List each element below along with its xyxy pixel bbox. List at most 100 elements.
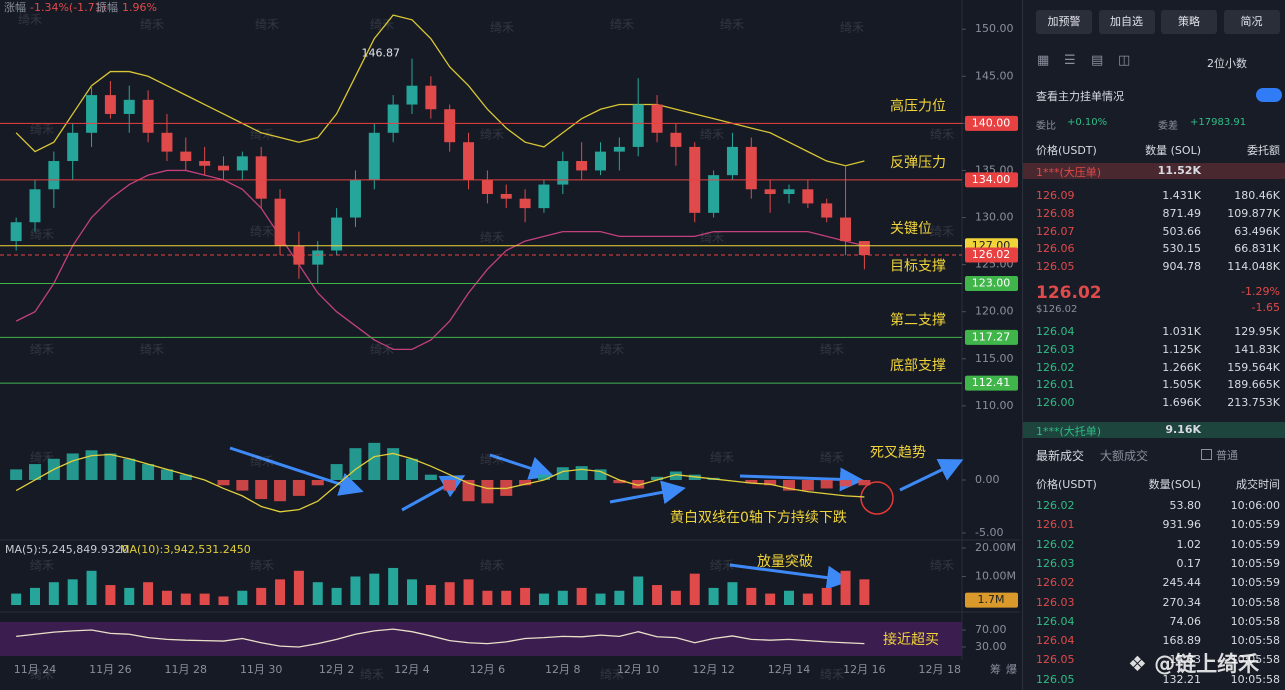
watermark: 绮禾 xyxy=(30,228,54,242)
volume-bar xyxy=(840,570,851,605)
volume-bar xyxy=(821,587,832,605)
arrows xyxy=(229,446,964,590)
watermark: 绮禾 xyxy=(30,559,54,573)
candle-body xyxy=(783,189,795,194)
volume-bar xyxy=(124,587,135,605)
x-tick-label: 12月 18 xyxy=(919,663,962,676)
button[interactable]: 简况 xyxy=(1223,10,1280,34)
trade-time: 10:05:58 xyxy=(1230,653,1280,667)
trade-time: 10:05:59 xyxy=(1230,537,1280,551)
volume-bar xyxy=(859,579,870,605)
macd-bar xyxy=(613,479,626,484)
level-box xyxy=(965,329,1018,345)
level-name: 关键位 xyxy=(890,221,932,237)
trade-qty: 1.02 xyxy=(1176,537,1202,551)
x-tick-label: 12月 4 xyxy=(394,663,430,676)
y-tick-label: 70.00 xyxy=(975,623,1007,636)
volume-bar xyxy=(256,587,267,605)
volume-bar xyxy=(520,587,531,605)
y-tick-label: 110.00 xyxy=(975,399,1014,412)
button[interactable]: 加自选 xyxy=(1098,10,1155,34)
cell: 126.00 xyxy=(1036,396,1075,410)
x-tick-label: 11月 30 xyxy=(240,663,283,676)
candle-body xyxy=(481,179,493,194)
volume-bar xyxy=(161,590,172,605)
volume-bar xyxy=(614,590,625,605)
macd-bar xyxy=(651,476,664,480)
macd-bar xyxy=(424,474,437,480)
candle-body xyxy=(500,193,512,199)
upper-band xyxy=(15,14,865,167)
volume-bar xyxy=(293,570,304,605)
candle-body xyxy=(104,95,116,114)
macd-bar xyxy=(481,479,494,504)
level-name: 底部支撑 xyxy=(890,358,946,374)
watermark: 绮禾 xyxy=(720,18,744,32)
y-tick-label: 115.00 xyxy=(975,352,1014,365)
trade-price: 126.02 xyxy=(1036,499,1075,512)
y-tick-label: 130.00 xyxy=(975,211,1014,224)
volume-bar xyxy=(350,576,361,605)
cell: 126.06 xyxy=(1036,242,1075,256)
big-ask-row xyxy=(1023,163,1285,179)
tab[interactable]: 最新成交 xyxy=(1036,449,1085,463)
cell: 180.46K xyxy=(1234,189,1280,202)
candle-body xyxy=(274,198,286,246)
candle-body xyxy=(67,132,79,162)
button[interactable]: 加预警 xyxy=(1036,10,1092,34)
macd-bar xyxy=(236,479,249,491)
watermark: 绮禾 xyxy=(600,668,624,682)
header-value: -1.34%(-1.71) xyxy=(30,1,106,14)
candle-body xyxy=(726,146,738,176)
y-tick-label: -5.00 xyxy=(975,526,1003,539)
trade-price: 126.01 xyxy=(1036,518,1075,532)
macd-bar xyxy=(29,464,41,480)
lower-band xyxy=(15,169,865,351)
watermark: 绮禾 xyxy=(140,18,164,32)
volume-value: 1.7M xyxy=(978,593,1005,606)
volume-bar xyxy=(802,593,813,605)
candle-body xyxy=(236,156,248,171)
main-orders: 查看主力挂单情况 xyxy=(1036,90,1124,103)
macd-bar xyxy=(745,479,758,484)
header-label: 涨幅 xyxy=(4,1,26,14)
cell: 159.564K xyxy=(1227,360,1280,374)
macd-bar xyxy=(217,479,230,486)
cell: 1.696K xyxy=(1162,396,1201,410)
candle-body xyxy=(29,189,41,223)
y-tick-label: 10.00M xyxy=(975,569,1016,582)
toggle[interactable] xyxy=(1256,88,1282,102)
candle-body xyxy=(293,245,305,265)
level-box xyxy=(965,375,1018,391)
trade-qty: 53.80 xyxy=(1169,499,1202,512)
diff-label: 委差 xyxy=(1158,121,1178,132)
volume-bar xyxy=(557,590,568,605)
candle-body xyxy=(557,161,569,185)
tab[interactable]: 大额成交 xyxy=(1100,449,1149,463)
macd-bar xyxy=(443,479,456,491)
volume-bar xyxy=(11,593,22,605)
button[interactable]: 策略 xyxy=(1161,10,1217,34)
y-tick-label: 30.00 xyxy=(975,640,1007,653)
cell: 1.266K xyxy=(1162,360,1201,374)
volume-bar xyxy=(746,587,757,605)
level-box xyxy=(965,172,1018,188)
candle-body xyxy=(180,151,192,162)
macd-bar xyxy=(311,479,324,486)
level-box xyxy=(965,247,1018,263)
ma-label: MA(10):3,942,531.2450 xyxy=(120,543,251,556)
volume-bar xyxy=(369,573,380,605)
trade-price: 126.05 xyxy=(1036,672,1075,686)
brand-text: @链上绮禾 xyxy=(1154,652,1260,676)
macd-bar xyxy=(632,479,645,489)
cell: 价格(USDT) xyxy=(1036,478,1097,491)
trade-qty: 270.34 xyxy=(1162,595,1202,609)
macd-bar xyxy=(160,469,173,480)
big-bid-name: 1***(大托单) xyxy=(1036,425,1102,438)
macd-bar xyxy=(349,448,362,480)
candle-body xyxy=(745,146,757,190)
cell: 126.01 xyxy=(1036,378,1075,392)
trade-price: 126.04 xyxy=(1036,634,1075,648)
trade-time: 10:05:59 xyxy=(1230,518,1280,532)
watermark: 绮禾 xyxy=(250,128,274,142)
